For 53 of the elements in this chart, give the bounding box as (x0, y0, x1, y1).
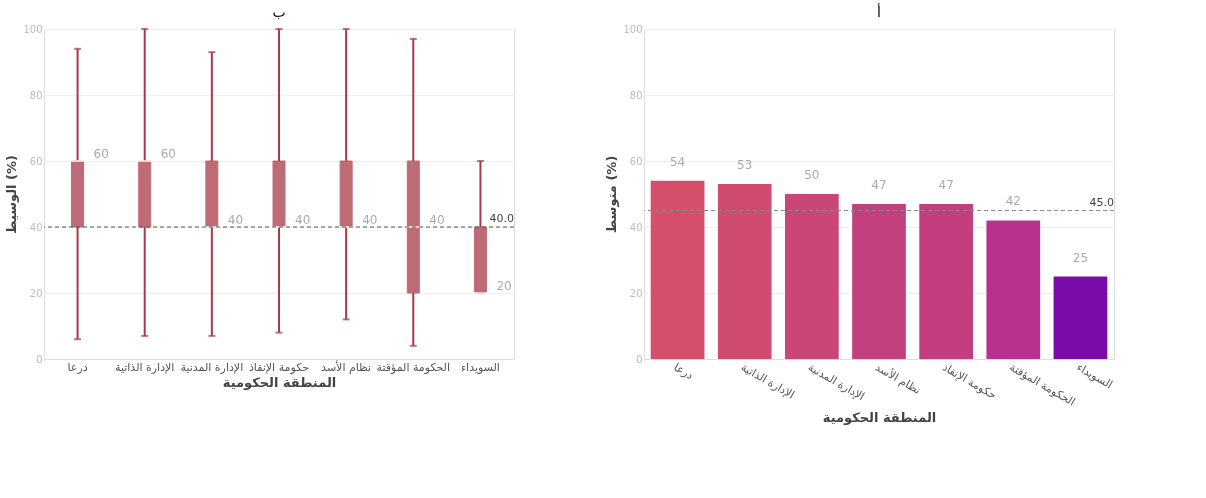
data-label: 47 (938, 177, 954, 192)
y-tick-label: 100 (623, 23, 643, 35)
x-axis-title: المنطقة الحكومية (222, 374, 337, 390)
bar (852, 203, 906, 359)
y-tick-label: 60 (29, 155, 43, 167)
y-tick-label: 100 (23, 23, 43, 35)
data-label: 42 (1005, 194, 1021, 209)
text: 40 (295, 213, 311, 227)
x-tick-label: الإدارة الذاتية (115, 360, 175, 374)
x-tick-label: الإدارة المدنية (180, 360, 244, 374)
chart-title: ب (272, 4, 286, 20)
data-label: 25 (1072, 250, 1089, 265)
data-label: 54 (669, 154, 686, 169)
data-label: 47 (871, 177, 887, 192)
y-axis-title: الوسيط (%) (4, 155, 20, 234)
ref-line-label: 45.0 (1089, 195, 1114, 209)
bar (650, 180, 705, 359)
y-tick-label: 0 (636, 353, 643, 365)
y-tick-label: 40 (29, 221, 43, 233)
x-tick-label: السويداء (460, 360, 500, 374)
text: 40 (429, 213, 445, 227)
bar (1053, 276, 1108, 359)
x-tick-label: نظام الأسد (321, 359, 372, 374)
ref-line-label: 40.0 (489, 212, 514, 225)
x-tick-label: حكومة الإنقاذ (940, 360, 999, 402)
text: 20 (496, 279, 512, 293)
data-label: 50 (804, 168, 820, 182)
bar (986, 220, 1041, 359)
x-tick-label: نظام الأسد (873, 359, 924, 397)
text: 40 (227, 213, 244, 227)
text: 40 (362, 213, 378, 227)
y-tick-label: 60 (629, 155, 643, 167)
y-tick-label: 20 (29, 287, 43, 299)
text: 60 (160, 147, 176, 161)
bar (919, 203, 973, 359)
x-axis-title: المنطقة الحكومية (822, 409, 937, 425)
x-tick-label: درعا (67, 360, 88, 374)
text: 60 (93, 147, 109, 161)
y-tick-label: 40 (629, 221, 643, 233)
x-tick-label: الإدارة الذاتية (738, 360, 797, 402)
chart-title: أ (877, 3, 882, 20)
y-tick-label: 20 (629, 287, 643, 299)
bar (785, 194, 839, 359)
x-tick-label: حكومة الإنقاذ (248, 360, 310, 374)
x-tick-label: درعا (671, 360, 696, 383)
y-axis-title: متوسط (%) (604, 155, 620, 234)
x-tick-label: الإدارة المدنية (805, 360, 867, 404)
x-tick-label: الحكومة المؤقتة (376, 360, 451, 374)
y-tick-label: 80 (29, 89, 43, 101)
data-label: 53 (737, 158, 753, 173)
bar (717, 184, 772, 359)
y-tick-label: 0 (36, 353, 43, 365)
y-tick-label: 80 (629, 89, 643, 101)
